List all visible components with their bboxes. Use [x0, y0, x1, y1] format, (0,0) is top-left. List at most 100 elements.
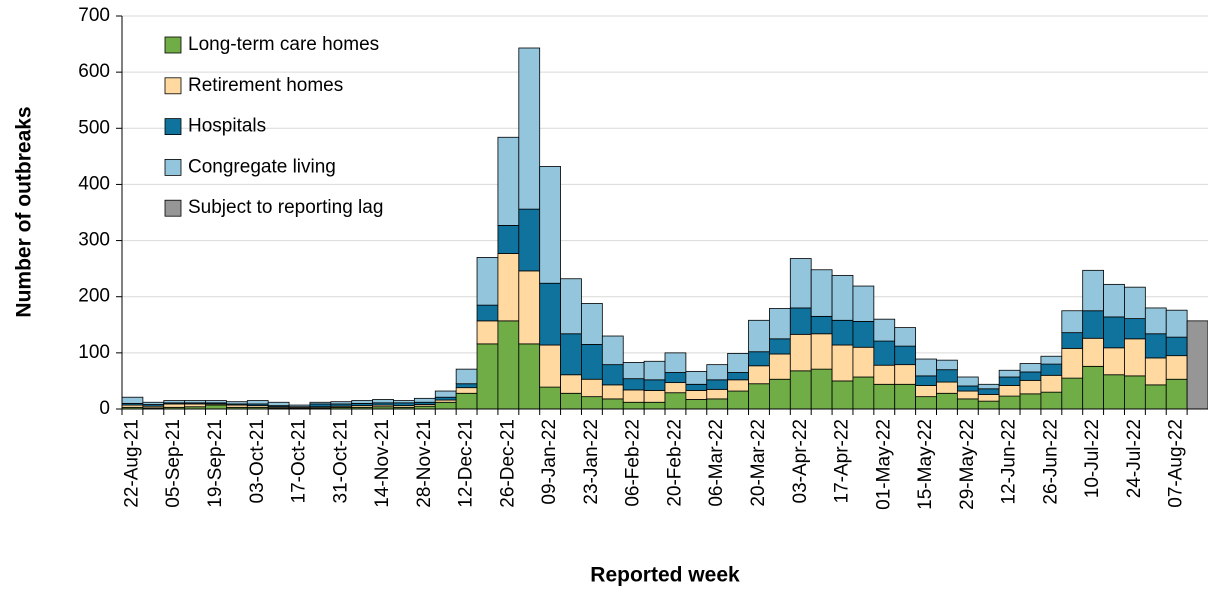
bar	[309, 401, 332, 405]
bar	[163, 400, 186, 404]
bar	[748, 319, 770, 353]
bar	[831, 380, 854, 410]
bar	[1144, 333, 1167, 359]
bar	[1019, 371, 1042, 381]
bar	[476, 343, 499, 410]
bar	[309, 403, 332, 408]
bar	[455, 387, 478, 394]
bar	[476, 320, 499, 345]
bar	[518, 208, 541, 272]
bar	[998, 385, 1021, 397]
bar	[1082, 310, 1104, 339]
x-tick-label: 24-Jul-22	[1124, 419, 1145, 498]
legend-swatch	[164, 199, 182, 217]
bar	[184, 403, 206, 408]
bar	[831, 344, 854, 382]
bar	[873, 318, 896, 342]
bar	[622, 378, 645, 391]
bar	[977, 383, 1000, 390]
bar	[121, 396, 144, 404]
bar	[852, 285, 875, 322]
bar	[205, 404, 227, 410]
bar	[163, 403, 186, 408]
bar	[956, 398, 979, 410]
x-tick-label: 09-Jan-22	[539, 419, 560, 505]
bar	[518, 270, 541, 345]
bar	[894, 364, 917, 385]
legend-swatch	[164, 118, 182, 135]
x-tick-label: 29-May-22	[957, 419, 978, 510]
bar	[789, 333, 812, 372]
bar	[852, 376, 875, 410]
bar	[1124, 338, 1146, 377]
bar	[936, 369, 958, 383]
bar	[915, 358, 937, 377]
x-tick-label: 07-Aug-22	[1166, 419, 1187, 508]
bar	[789, 307, 812, 335]
bar	[1082, 365, 1104, 410]
x-tick-label: 15-May-22	[915, 419, 936, 510]
bar	[769, 308, 791, 340]
bar	[643, 379, 666, 391]
bar	[664, 382, 687, 394]
bar	[1040, 374, 1063, 393]
bar	[581, 344, 603, 380]
bar	[810, 269, 833, 317]
bar	[622, 362, 645, 380]
bar	[685, 390, 708, 400]
bar	[497, 253, 520, 322]
bar	[1019, 379, 1042, 395]
bar	[685, 383, 708, 391]
bar	[706, 379, 729, 390]
legend-swatch	[164, 158, 182, 176]
bar	[1124, 318, 1146, 340]
x-tick-label: 01-May-22	[873, 419, 894, 510]
bar	[706, 364, 729, 381]
bar	[497, 136, 520, 226]
bar	[664, 352, 687, 373]
bar	[476, 257, 499, 306]
bar	[1082, 269, 1104, 312]
bar	[769, 378, 791, 410]
bar	[727, 390, 749, 410]
bar	[1040, 355, 1063, 365]
bar	[497, 320, 520, 410]
bar	[873, 364, 896, 385]
bar	[810, 368, 833, 410]
bar	[518, 343, 541, 410]
legend-label: Long-term care homes	[188, 34, 379, 55]
bar	[560, 392, 582, 410]
bar	[518, 47, 541, 210]
bar	[894, 327, 917, 347]
bar	[915, 396, 937, 410]
legend-label: Retirement homes	[188, 75, 343, 96]
bar	[977, 388, 1000, 395]
y-tick-label: 600	[78, 61, 110, 82]
bar	[601, 398, 624, 410]
bar	[1082, 337, 1104, 367]
x-tick-label: 06-Mar-22	[706, 419, 727, 507]
bar	[267, 401, 290, 407]
x-tick-label: 14-Nov-21	[372, 419, 393, 508]
bar	[956, 385, 979, 392]
legend-label: Congregate living	[188, 156, 336, 177]
bar	[977, 394, 1000, 402]
x-tick-label: 26-Dec-21	[497, 419, 518, 508]
bar	[1103, 347, 1125, 376]
bar	[706, 398, 729, 410]
bar	[393, 402, 415, 407]
bar	[1040, 363, 1063, 376]
bar	[455, 368, 478, 385]
bar	[560, 278, 582, 335]
x-axis-title: Reported week	[590, 564, 740, 587]
bar	[873, 340, 896, 366]
bar	[455, 383, 478, 389]
y-tick-label: 400	[78, 173, 110, 194]
bar	[956, 390, 979, 400]
bar	[769, 353, 791, 380]
x-tick-label: 05-Sep-21	[163, 419, 184, 508]
bar	[936, 359, 958, 371]
bar	[288, 404, 311, 408]
bar	[1061, 332, 1084, 349]
